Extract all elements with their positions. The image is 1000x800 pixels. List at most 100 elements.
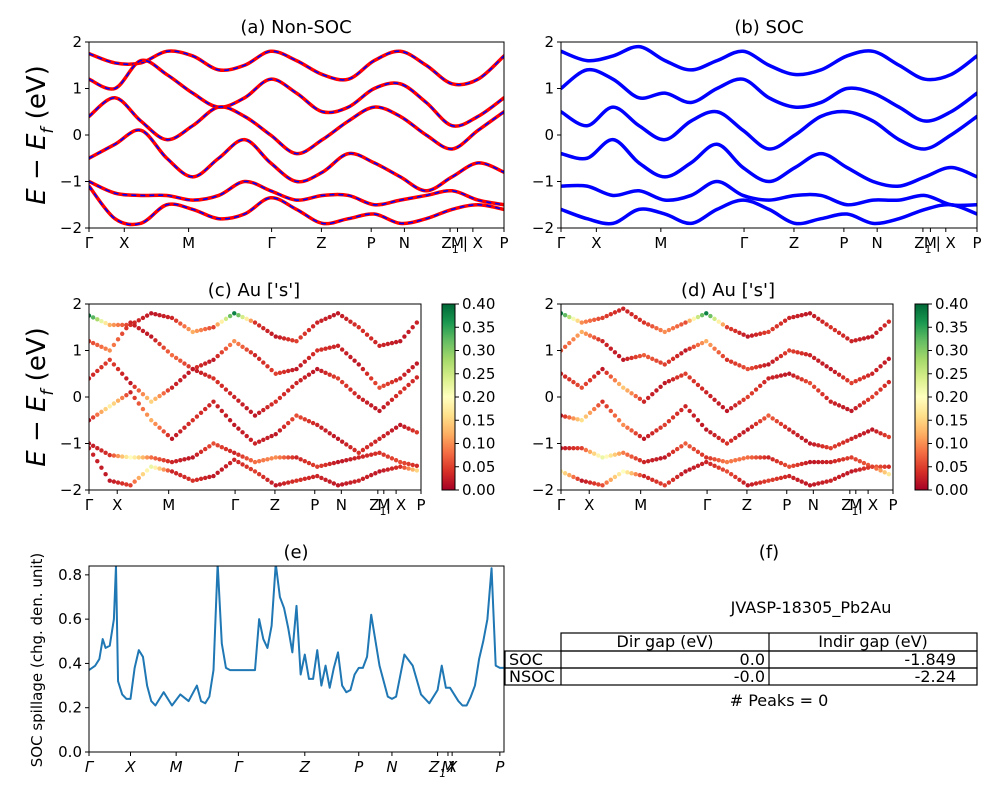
scatter-point bbox=[645, 354, 651, 360]
scatter-point bbox=[207, 474, 212, 480]
scatter-point bbox=[799, 312, 804, 318]
scatter-point bbox=[737, 432, 742, 438]
scatter-point bbox=[561, 413, 564, 418]
scatter-point bbox=[190, 478, 195, 483]
scatter-point bbox=[310, 324, 316, 329]
scatter-point bbox=[389, 379, 395, 385]
scatter-point bbox=[728, 438, 734, 443]
colorbar-tick-label: 0.40 bbox=[462, 295, 495, 313]
scatter-point bbox=[356, 325, 361, 330]
scatter-point bbox=[600, 315, 605, 321]
scatter-point bbox=[323, 316, 328, 322]
scatter-point bbox=[745, 334, 750, 339]
scatter-point bbox=[650, 324, 655, 329]
scatter-point bbox=[149, 334, 154, 339]
scatter-point bbox=[592, 374, 597, 379]
scatter-point bbox=[89, 445, 92, 451]
scatter-point bbox=[115, 322, 121, 328]
scatter-point bbox=[571, 474, 576, 480]
panel-d-title: (d) Au ['s'] bbox=[681, 280, 775, 301]
table-header-indir-gap: Indir gap (eV) bbox=[818, 632, 928, 651]
y-tick-label: 2 bbox=[72, 295, 82, 313]
scatter-point bbox=[845, 471, 850, 476]
scatter-point bbox=[410, 428, 415, 433]
scatter-point bbox=[236, 398, 241, 403]
x-tick-label: Γ bbox=[85, 496, 94, 514]
scatter-point bbox=[298, 378, 303, 383]
scatter-point bbox=[633, 456, 638, 461]
scatter-point bbox=[348, 387, 353, 392]
band-line bbox=[561, 44, 977, 82]
scatter-point bbox=[169, 385, 175, 390]
scatter-point bbox=[157, 466, 162, 471]
scatter-point bbox=[281, 455, 287, 460]
y-tick-label: 0.0 bbox=[58, 743, 82, 761]
scatter-point bbox=[562, 414, 568, 419]
scatter-point bbox=[377, 408, 382, 414]
scatter-point bbox=[753, 365, 759, 370]
scatter-point bbox=[232, 339, 237, 344]
scatter-point bbox=[89, 418, 92, 423]
scatter-point bbox=[658, 425, 663, 430]
x-tick-label: M bbox=[441, 758, 454, 776]
band-line-dashed bbox=[89, 180, 504, 206]
scatter-point bbox=[406, 426, 411, 431]
scatter-point bbox=[385, 381, 390, 387]
scatter-point bbox=[741, 430, 746, 435]
scatter-point bbox=[658, 456, 663, 461]
scatter-point bbox=[323, 370, 328, 376]
scatter-point bbox=[124, 482, 129, 487]
scatter-point bbox=[874, 367, 879, 373]
scatter-point bbox=[704, 455, 709, 460]
scatter-point bbox=[629, 391, 634, 396]
scatter-point bbox=[836, 458, 842, 463]
scatter-point bbox=[327, 314, 332, 320]
scatter-point bbox=[853, 468, 858, 473]
scatter-point bbox=[670, 415, 676, 420]
scatter-point bbox=[604, 342, 609, 348]
y-tick-label: −2 bbox=[60, 219, 82, 237]
scatter-point bbox=[720, 405, 726, 410]
scatter-point bbox=[132, 479, 137, 484]
scatter-point bbox=[95, 458, 100, 464]
scatter-point bbox=[144, 412, 150, 417]
scatter-point bbox=[824, 395, 829, 401]
scatter-point bbox=[381, 468, 386, 473]
scatter-point bbox=[861, 431, 867, 436]
scatter-point bbox=[745, 455, 750, 460]
scatter-point bbox=[675, 375, 680, 380]
scatter-point bbox=[670, 477, 676, 482]
scatter-point bbox=[153, 421, 158, 427]
scatter-point bbox=[774, 324, 779, 329]
scatter-point bbox=[886, 356, 892, 362]
scatter-point bbox=[712, 397, 717, 402]
scatter-point bbox=[625, 452, 630, 457]
scatter-point bbox=[882, 383, 887, 389]
x-tick-label: X bbox=[124, 758, 136, 776]
scatter-point bbox=[612, 452, 618, 457]
scatter-point bbox=[654, 325, 659, 331]
scatter-point bbox=[344, 351, 349, 356]
scatter-point bbox=[352, 456, 357, 461]
scatter-point bbox=[348, 354, 353, 360]
scatter-point bbox=[190, 455, 195, 460]
scatter-point bbox=[874, 391, 879, 396]
scatter-point bbox=[658, 481, 663, 486]
scatter-point bbox=[373, 405, 378, 411]
x-tick-label: X bbox=[584, 496, 594, 514]
scatter-point bbox=[207, 444, 212, 449]
scatter-point bbox=[203, 372, 208, 377]
x-tick-label: P bbox=[499, 234, 508, 252]
scatter-point bbox=[712, 316, 717, 322]
scatter-point bbox=[364, 332, 370, 337]
scatter-point bbox=[592, 317, 597, 323]
x-tick-label: X bbox=[119, 234, 129, 252]
scatter-point bbox=[219, 319, 224, 324]
scatter-point bbox=[115, 480, 121, 485]
scatter-point bbox=[836, 330, 842, 336]
scatter-point bbox=[691, 344, 696, 349]
scatter-point bbox=[845, 438, 850, 443]
y-tick-label: 2 bbox=[544, 295, 554, 313]
colorbar-tick-label: 0.20 bbox=[935, 388, 968, 406]
scatter-point bbox=[758, 418, 763, 424]
